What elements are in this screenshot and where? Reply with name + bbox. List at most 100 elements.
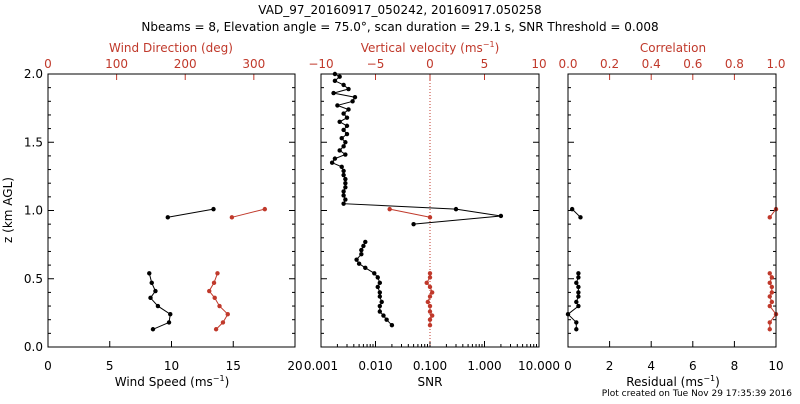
top-tick-label: 0.8	[725, 57, 744, 71]
top-tick-label: 0	[44, 57, 52, 71]
black-data-point	[148, 295, 153, 301]
red-data-point	[427, 322, 433, 328]
y-tick-label: 1.5	[24, 135, 43, 149]
red-data-point	[427, 309, 433, 314]
black-data-point	[341, 111, 346, 116]
red-data-point	[229, 215, 235, 220]
black-data-point	[332, 78, 338, 84]
black-data-point	[372, 271, 377, 276]
red-data-point	[212, 295, 217, 301]
red-profile-line	[208, 273, 229, 330]
red-data-point	[769, 275, 775, 280]
black-data-point	[168, 312, 173, 317]
black-data-point	[343, 185, 348, 190]
panel-residual-bottom-ticks: 0 2 4 6 8 10	[564, 341, 784, 373]
red-data-point	[767, 271, 772, 276]
black-data-point	[343, 176, 348, 182]
panel-wind: Wind Direction (deg) Wind Speed (ms−1) z…	[1, 41, 303, 389]
top-tick-label: −5	[367, 57, 385, 71]
black-data-point	[341, 168, 346, 174]
plot-created-footer: Plot created on Tue Nov 29 17:35:39 2016	[602, 389, 792, 399]
red-data-point	[427, 303, 433, 309]
panel-snr-top-label-tail: )	[495, 41, 500, 55]
black-data-point	[165, 215, 170, 220]
black-data-point	[576, 290, 581, 295]
red-data-point	[427, 284, 433, 290]
black-data-point	[574, 299, 579, 305]
black-data-point	[341, 127, 346, 133]
red-data-point	[387, 206, 392, 212]
y-tick-label: 1.0	[24, 204, 43, 218]
figure-title-line1: VAD_97_20160917_050242, 20160917.050258	[258, 3, 541, 17]
black-data-point	[363, 239, 368, 245]
black-data-point	[354, 257, 359, 262]
red-data-point	[767, 327, 772, 332]
black-data-point	[155, 303, 161, 309]
black-data-point	[377, 280, 383, 286]
black-data-point	[377, 294, 383, 299]
y-tick-label: 0.5	[24, 272, 43, 286]
red-data-point	[767, 215, 772, 220]
panel-snr-top-label-sup: −1	[483, 40, 495, 49]
bottom-tick-label: 0.001	[304, 359, 338, 373]
panel-snr: Vertical velocity (ms−1) SNR −10 −5 0 5 10 0…	[304, 40, 560, 389]
bottom-tick-label: 6	[689, 359, 697, 373]
black-data-point	[377, 309, 383, 314]
panel-snr-frame	[320, 73, 540, 348]
black-profile-line	[167, 208, 214, 218]
black-data-point	[150, 327, 156, 332]
red-data-point	[767, 303, 772, 309]
panel-wind-bottom-label: Wind Speed (ms−1)	[115, 374, 230, 389]
panel-residual: Correlation Residual (ms−1) 0.0 0.2 0.4 0.6…	[558, 41, 785, 389]
panel-residual-top-ticks: 0.0 0.2 0.4 0.6 0.8 1.0	[558, 57, 786, 80]
red-data-point	[767, 320, 772, 325]
panel-snr-bottom-ticks: 0.001 0.010 0.100 1.000 10.000	[304, 341, 560, 373]
black-data-point	[332, 156, 338, 161]
red-data-point	[767, 280, 772, 286]
black-data-point	[341, 82, 346, 88]
red-data-point	[424, 280, 429, 286]
panel-wind-frame	[47, 73, 296, 348]
bottom-tick-label: 0.100	[413, 359, 447, 373]
panel-wind-top-label: Wind Direction (deg)	[109, 41, 233, 55]
black-data-point	[384, 317, 389, 322]
bottom-tick-label: 15	[226, 359, 241, 373]
black-data-point	[574, 327, 579, 332]
bottom-tick-label: 2	[606, 359, 614, 373]
black-data-point	[375, 275, 380, 280]
bottom-tick-label: 5	[106, 359, 114, 373]
red-data-point	[220, 320, 226, 325]
top-tick-label: 10	[531, 57, 546, 71]
black-data-point	[359, 251, 364, 257]
black-data-point	[343, 152, 348, 157]
black-data-point	[344, 131, 350, 137]
panel-residual-bottom-label-tail: )	[715, 375, 720, 389]
black-data-point	[578, 215, 583, 220]
panel-snr-top-label: Vertical velocity (ms−1)	[361, 40, 500, 55]
panel-snr-top-ticks: −10 −5 0 5 10	[308, 57, 547, 80]
bottom-tick-label: 10.000	[518, 359, 560, 373]
black-data-point	[350, 99, 355, 104]
top-tick-label: 0.6	[683, 57, 702, 71]
red-data-point	[769, 299, 775, 305]
black-data-point	[377, 303, 383, 309]
bottom-tick-label: 10	[768, 359, 783, 373]
black-data-point	[343, 140, 348, 145]
black-data-point	[343, 181, 348, 186]
black-data-point	[576, 275, 581, 280]
black-data-point	[411, 221, 416, 227]
black-data-point	[381, 313, 386, 318]
panel-wind-y-ticks: 0.0 0.5 1.0 1.5 2.0	[24, 67, 295, 354]
black-data-point	[377, 290, 383, 295]
red-data-point	[225, 312, 230, 317]
bottom-tick-label: 10	[164, 359, 179, 373]
red-profile-line	[231, 208, 265, 218]
top-tick-label: 0.0	[558, 57, 577, 71]
red-data-point	[769, 284, 775, 290]
black-data-point	[361, 243, 366, 249]
top-tick-label: 5	[481, 57, 489, 71]
black-data-point	[576, 303, 581, 309]
black-data-point	[341, 144, 346, 149]
black-data-point	[341, 201, 346, 206]
